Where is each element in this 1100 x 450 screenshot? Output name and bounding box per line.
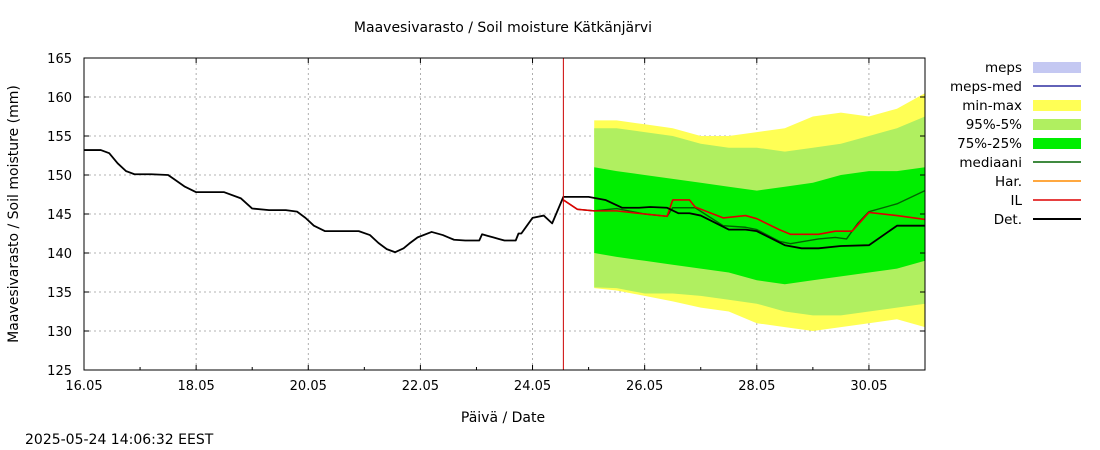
band-75pct-25pct: [594, 167, 925, 285]
x-tick-label: 22.05: [402, 379, 439, 394]
legend-label: meps-med: [950, 79, 1022, 95]
y-tick-label: 155: [47, 130, 72, 145]
y-axis-ticks: 125 130 135 140 145 150 155 160 165: [47, 52, 925, 379]
series-lines: [84, 58, 926, 370]
chart-title: Maavesivarasto / Soil moisture Kätkänjär…: [354, 20, 652, 36]
legend-swatch: [1033, 62, 1081, 73]
x-axis-label: Päivä / Date: [461, 410, 545, 426]
y-tick-label: 135: [47, 286, 72, 301]
legend-label: Det.: [994, 212, 1022, 228]
x-axis-ticks: 16.05 18.05 20.05 22.05 24.05 26.05 28.05 30.05: [65, 58, 888, 394]
x-tick-label: 16.05: [65, 379, 102, 394]
legend-label: mediaani: [959, 155, 1022, 171]
legend-label: 75%-25%: [957, 136, 1022, 152]
ensemble-bands: [594, 93, 925, 331]
y-tick-label: 145: [47, 208, 72, 223]
y-tick-label: 150: [47, 169, 72, 184]
series-line-det-: [84, 149, 925, 254]
x-tick-label: 18.05: [178, 379, 215, 394]
y-tick-label: 140: [47, 247, 72, 262]
x-tick-label: 24.05: [514, 379, 551, 394]
y-tick-label: 160: [47, 91, 72, 106]
legend-label: meps: [985, 60, 1022, 76]
legend-swatch: [1033, 100, 1081, 111]
x-tick-label: 28.05: [738, 379, 775, 394]
legend-label: 95%-5%: [966, 117, 1022, 133]
x-tick-label: 26.05: [626, 379, 663, 394]
series-line-il: [562, 199, 926, 236]
legend-label: IL: [1010, 193, 1022, 209]
legend-swatch: [1033, 119, 1081, 130]
y-tick-label: 130: [47, 325, 72, 340]
legend-label: Har.: [995, 174, 1022, 190]
x-tick-label: 20.05: [290, 379, 327, 394]
x-tick-label: 30.05: [850, 379, 887, 394]
legend: meps meps-med min-max 95%-5% 75%-25% mediaani…: [950, 60, 1081, 228]
legend-swatch: [1033, 138, 1081, 149]
y-tick-label: 165: [47, 52, 72, 67]
y-tick-label: 125: [47, 364, 72, 379]
legend-label: min-max: [962, 98, 1022, 114]
y-axis-label: Maavesivarasto / Soil moisture (mm): [6, 85, 22, 343]
timestamp: 2025-05-24 14:06:32 EEST: [25, 432, 214, 448]
